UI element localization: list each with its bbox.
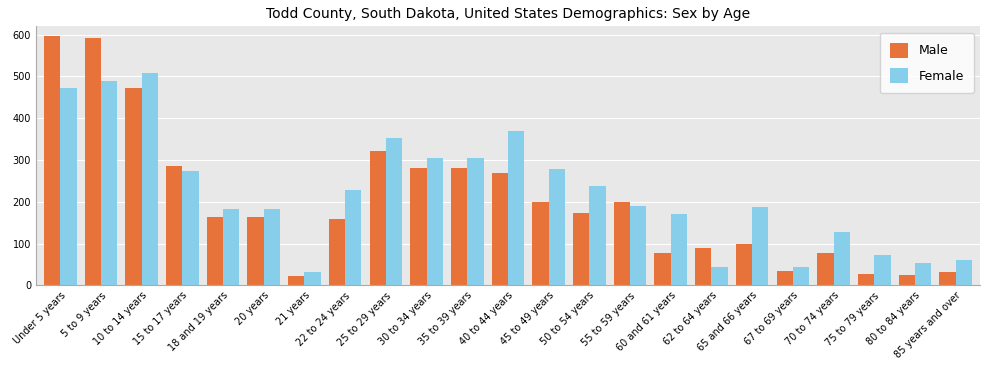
Bar [466, 158, 483, 286]
Bar [60, 88, 77, 286]
Title: Todd County, South Dakota, United States Demographics: Sex by Age: Todd County, South Dakota, United States… [265, 7, 749, 21]
Bar [531, 202, 548, 286]
Bar [345, 190, 361, 286]
Bar [182, 171, 198, 286]
Bar [613, 202, 629, 286]
Legend: Male, Female: Male, Female [879, 33, 973, 93]
Bar [954, 259, 971, 286]
Bar [491, 172, 508, 286]
Bar [369, 151, 386, 286]
Bar [670, 214, 686, 286]
Bar [426, 158, 443, 286]
Bar [874, 255, 889, 286]
Bar [833, 232, 849, 286]
Bar [792, 268, 809, 286]
Bar [207, 217, 223, 286]
Bar [711, 267, 727, 286]
Bar [223, 209, 240, 286]
Bar [857, 274, 874, 286]
Bar [247, 217, 263, 286]
Bar [816, 253, 833, 286]
Bar [44, 36, 60, 286]
Bar [125, 88, 142, 286]
Bar [939, 272, 954, 286]
Bar [166, 166, 182, 286]
Bar [694, 248, 711, 286]
Bar [589, 186, 605, 286]
Bar [410, 168, 426, 286]
Bar [654, 253, 670, 286]
Bar [304, 272, 320, 286]
Bar [101, 81, 117, 286]
Bar [328, 219, 345, 286]
Bar [897, 275, 914, 286]
Bar [548, 169, 564, 286]
Bar [776, 271, 792, 286]
Bar [288, 276, 304, 286]
Bar [386, 138, 401, 286]
Bar [629, 206, 646, 286]
Bar [85, 38, 101, 286]
Bar [142, 73, 158, 286]
Bar [263, 209, 280, 286]
Bar [751, 207, 768, 286]
Bar [508, 131, 524, 286]
Bar [573, 213, 589, 286]
Bar [914, 263, 930, 286]
Bar [451, 168, 466, 286]
Bar [736, 244, 751, 286]
